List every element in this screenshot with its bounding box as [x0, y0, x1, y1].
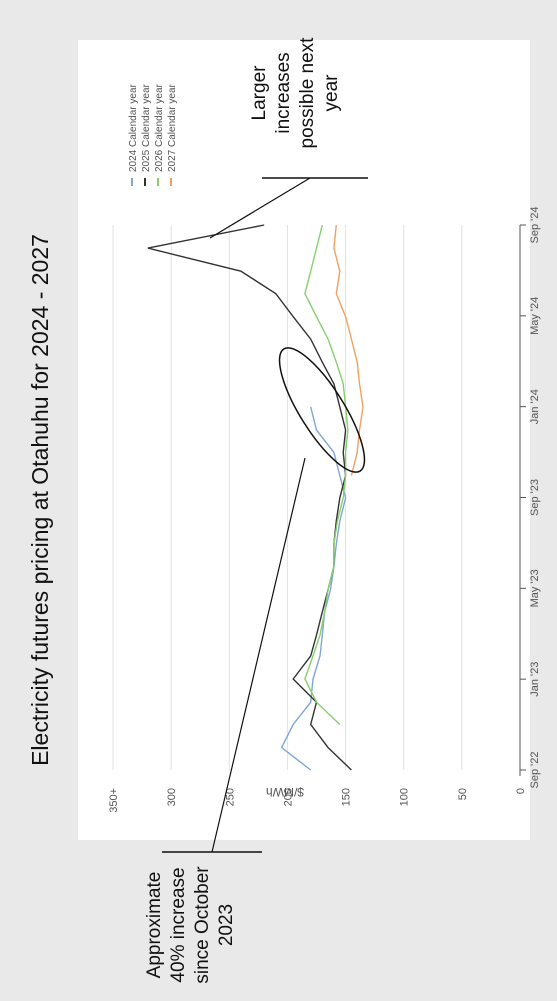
- y-tick-label: 250: [224, 788, 236, 806]
- x-tick-label: Jan '23: [529, 662, 541, 697]
- annotation-left-pointer: [211, 457, 306, 853]
- series-line-2: [147, 224, 352, 771]
- y-axis-label: $/MWh: [266, 785, 304, 799]
- legend-label: 2027 Calendar year: [167, 83, 178, 172]
- y-tick-label: 100: [399, 788, 411, 806]
- series-line-1: [280, 406, 347, 771]
- slide-title: Electricity futures pricing at Otahuhu f…: [27, 234, 53, 766]
- annotation-right-line: increases: [273, 52, 294, 133]
- chart-panel: [78, 40, 530, 840]
- x-tick-label: May '24: [529, 297, 541, 335]
- x-tick-label: Sep '22: [529, 752, 541, 789]
- x-tick-label: May '23: [529, 569, 541, 607]
- legend-label: 2026 Calendar year: [154, 83, 165, 172]
- annotation-left-line: 2023: [216, 904, 237, 946]
- y-tick-label: 50: [457, 788, 469, 800]
- annotation-left-line: since October: [192, 866, 213, 984]
- annotation-left-line: Approximate: [144, 872, 165, 979]
- series-line-3: [304, 224, 349, 726]
- y-tick-label: 150: [341, 788, 353, 806]
- annotation-right-line: possible next: [297, 37, 318, 149]
- legend-label: 2024 Calendar year: [128, 83, 139, 172]
- y-tick-label: 350+: [108, 788, 120, 813]
- annotation-right-line: Larger: [249, 65, 270, 121]
- x-tick-label: Sep '24: [529, 207, 541, 244]
- highlight-ellipse: [278, 347, 366, 473]
- x-tick-label: Jan '24: [529, 389, 541, 424]
- y-tick-label: 300: [166, 788, 178, 806]
- annotation-right-line: year: [321, 74, 342, 112]
- annotation-left-line: 40% increase: [168, 867, 189, 982]
- legend-label: 2025 Calendar year: [141, 83, 152, 172]
- annotation-right-pointer: [209, 177, 311, 239]
- y-tick-label: 200: [282, 788, 294, 806]
- x-tick-label: Sep '23: [529, 479, 541, 516]
- y-tick-label: 0: [515, 788, 527, 794]
- series-line-4: [333, 224, 364, 476]
